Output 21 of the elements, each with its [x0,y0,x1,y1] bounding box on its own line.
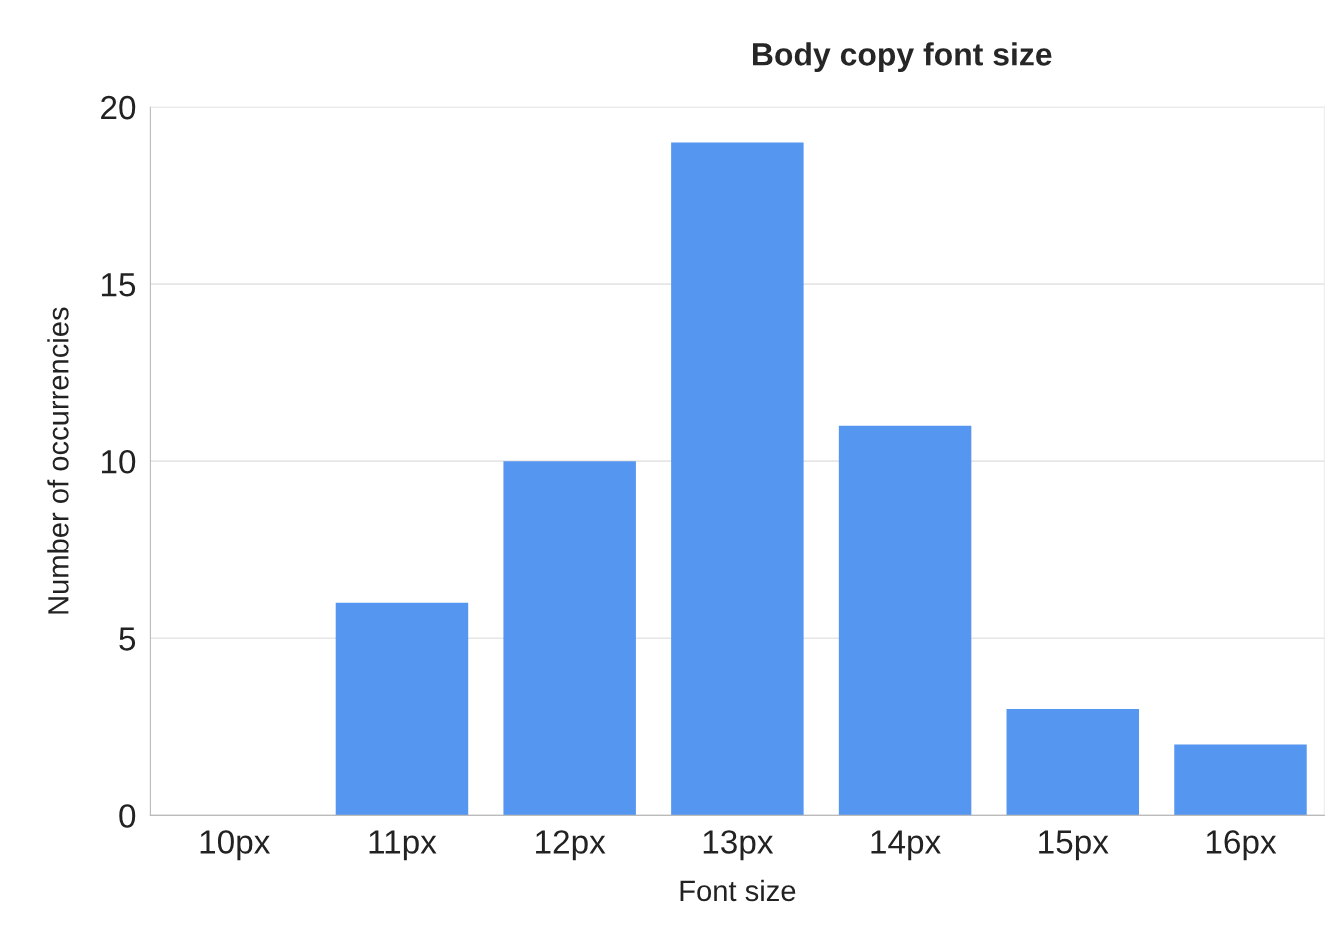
y-tick-label: 10 [101,449,136,474]
x-tick-label: 15px [1039,830,1109,861]
y-tick-label: 0 [119,804,136,828]
bar [335,602,469,816]
chart-title: Body copy font size [753,42,1052,72]
y-axis-title: Number of occurrencies [47,307,69,614]
bar [503,461,636,816]
x-tick-label: 11px [369,830,437,861]
y-tick-label: 15 [101,273,136,297]
bar [1006,709,1140,816]
x-tick-label: 13px [703,830,774,861]
bar [671,142,804,816]
x-tick-label: 16px [1206,830,1277,861]
y-tick-label: 20 [101,95,136,120]
x-tick-label: 14px [871,830,941,861]
bar [838,425,972,816]
y-tick-label: 5 [119,627,136,651]
bar [1174,744,1307,816]
x-tick-label: 10px [200,830,271,861]
x-axis-title: Font size [680,879,796,902]
x-tick-label: 12px [536,830,606,861]
